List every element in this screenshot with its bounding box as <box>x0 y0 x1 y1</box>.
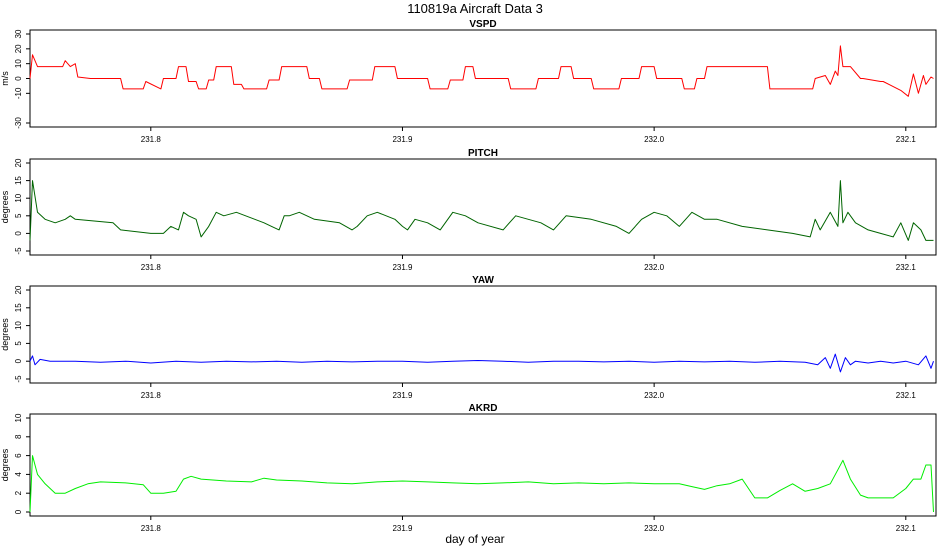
akrd-ytick-label: 4 <box>14 472 23 477</box>
vspd-xtick-label: 231.8 <box>141 135 162 144</box>
yaw-ytick-label: 20 <box>14 285 23 294</box>
yaw-title: YAW <box>472 275 494 286</box>
pitch-ytick-label: 15 <box>14 176 23 185</box>
akrd-series-line <box>29 455 934 513</box>
figure-title: 110819a Aircraft Data 3 <box>407 1 543 16</box>
pitch-ytick-label: 10 <box>14 193 23 202</box>
panel-akrd: AKRD 0 2 4 6 8 10 231.8 231.9 232.0 232.1 degrees <box>0 403 937 533</box>
akrd-title: AKRD <box>469 403 498 414</box>
vspd-ytick-label: 30 <box>14 29 23 38</box>
pitch-ytick-label: 20 <box>14 158 23 167</box>
vspd-ytick-label: 0 <box>14 76 23 81</box>
pitch-ytick-label: 5 <box>14 213 23 218</box>
yaw-plot-frame <box>29 285 937 384</box>
pitch-xtick-label: 232.1 <box>896 263 917 272</box>
vspd-ytick-label: -10 <box>14 87 23 99</box>
yaw-xtick-label: 231.9 <box>392 391 413 400</box>
vspd-ytick-label: 20 <box>14 44 23 53</box>
vspd-xtick-label: 232.1 <box>896 135 917 144</box>
akrd-ytick-label: 0 <box>14 509 23 514</box>
vspd-ytick-label: -30 <box>14 117 23 129</box>
pitch-plot-frame <box>29 158 937 256</box>
yaw-xtick-label: 232.1 <box>896 391 917 400</box>
vspd-xtick-label: 231.9 <box>392 135 413 144</box>
pitch-series-line <box>29 180 934 241</box>
akrd-ylabel: degrees <box>0 448 10 481</box>
pitch-xtick-label: 231.8 <box>141 263 162 272</box>
yaw-xtick-label: 232.0 <box>644 391 665 400</box>
yaw-xtick-label: 231.8 <box>141 391 162 400</box>
panel-pitch: PITCH -5 0 5 10 15 20 231.8 231.9 232.0 232.1 degre… <box>0 148 937 272</box>
yaw-ytick-label: 15 <box>14 303 23 312</box>
yaw-ytick-label: -5 <box>14 375 23 383</box>
yaw-series-line <box>29 353 934 373</box>
pitch-ylabel: degrees <box>0 190 10 223</box>
pitch-xtick-label: 231.9 <box>392 263 413 272</box>
akrd-xtick-label: 231.8 <box>141 524 162 533</box>
akrd-ytick-label: 10 <box>14 413 23 422</box>
pitch-ytick-label: 0 <box>14 231 23 236</box>
panel-vspd: VSPD -30 -10 0 10 20 30 231.8 231.9 232.0 232.1 m/s <box>0 19 937 144</box>
akrd-xtick-label: 231.9 <box>392 524 413 533</box>
pitch-ytick-label: -5 <box>14 247 23 255</box>
akrd-plot-frame <box>29 413 937 517</box>
akrd-xtick-label: 232.1 <box>896 524 917 533</box>
vspd-title: VSPD <box>469 19 496 30</box>
yaw-ytick-label: 10 <box>14 321 23 330</box>
vspd-xtick-label: 232.0 <box>644 135 665 144</box>
akrd-ytick-label: 6 <box>14 453 23 458</box>
panel-yaw: YAW -5 0 5 10 15 20 231.8 231.9 232.0 232.1 degrees <box>0 275 937 400</box>
pitch-xtick-label: 232.0 <box>644 263 665 272</box>
yaw-ytick-label: 0 <box>14 358 23 363</box>
akrd-xtick-label: 232.0 <box>644 524 665 533</box>
pitch-title: PITCH <box>468 148 498 159</box>
vspd-ylabel: m/s <box>0 71 10 86</box>
yaw-ylabel: degrees <box>0 318 10 351</box>
x-axis-label: day of year <box>445 532 504 546</box>
vspd-series-line <box>29 45 934 97</box>
akrd-ytick-label: 8 <box>14 434 23 439</box>
yaw-ytick-label: 5 <box>14 341 23 346</box>
vspd-ytick-label: 10 <box>14 59 23 68</box>
akrd-ytick-label: 2 <box>14 490 23 495</box>
